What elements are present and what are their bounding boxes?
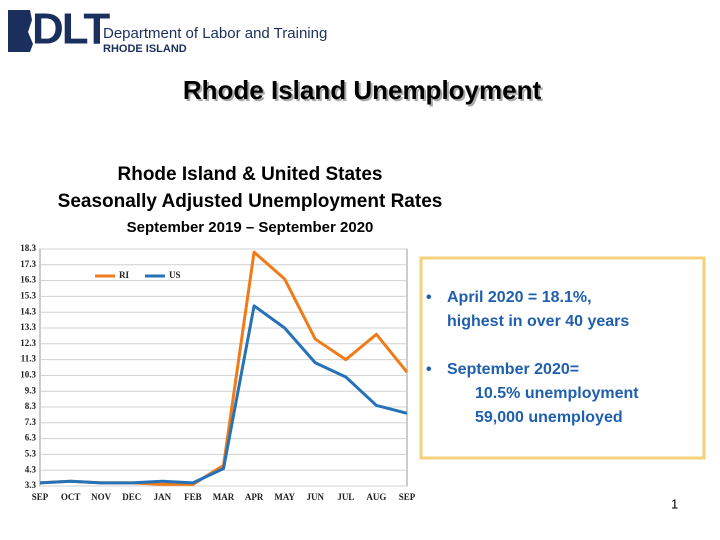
x-tick-label: MAR <box>213 492 235 502</box>
logo-state-shape <box>8 10 33 52</box>
plot-area <box>39 248 408 487</box>
legend-label: RI <box>119 270 129 280</box>
y-tick-label: 17.3 <box>20 259 36 269</box>
x-tick-label: FEB <box>184 492 202 502</box>
y-tick-label: 13.3 <box>20 322 36 332</box>
x-tick-label: OCT <box>61 492 81 502</box>
title-shadow: Rhode Island Unemployment <box>185 77 544 107</box>
callout-text: April 2020 = 18.1%, <box>447 289 592 306</box>
state: RHODE ISLAND <box>103 43 187 55</box>
y-tick-label: 18.3 <box>20 243 36 253</box>
x-tick-label: APR <box>245 492 264 502</box>
y-tick-label: 11.3 <box>21 354 37 364</box>
x-tick-label: JAN <box>154 492 172 502</box>
y-tick-label: 7.3 <box>25 417 37 427</box>
y-tick-label: 4.3 <box>25 464 37 474</box>
page-number: 1 <box>671 496 678 511</box>
y-tick-label: 8.3 <box>25 401 37 411</box>
bullet-dot: • <box>426 361 432 378</box>
x-tick-label: JUN <box>307 492 325 502</box>
y-tick-label: 16.3 <box>20 275 36 285</box>
y-tick-label: 9.3 <box>25 385 37 395</box>
x-tick-label: DEC <box>122 492 141 502</box>
bullet-dot: • <box>426 289 432 306</box>
x-tick-label: NOV <box>91 492 112 502</box>
department: Department of Labor and Training <box>103 25 327 42</box>
y-tick-label: 14.3 <box>20 306 36 316</box>
chart-title: Rhode Island & United States <box>118 164 383 185</box>
x-tick-label: MAY <box>274 492 295 502</box>
line-series <box>39 304 408 485</box>
chart-subtitle: September 2019 – September 2020 <box>127 219 374 236</box>
y-tick-label: 10.3 <box>20 369 36 379</box>
x-tick-label: AUG <box>366 492 386 502</box>
callout-text: highest in over 40 years <box>447 313 629 330</box>
chart-title: Seasonally Adjusted Unemployment Rates <box>58 191 443 212</box>
y-tick-label: 6.3 <box>25 433 37 443</box>
y-tick-label: 15.3 <box>20 290 36 300</box>
slide-title: Rhode Island Unemployment <box>183 75 542 105</box>
y-tick-label: 12.3 <box>20 338 36 348</box>
callout-text: 59,000 unemployed <box>475 409 623 426</box>
legend-label: US <box>169 270 181 280</box>
callout-box <box>419 256 706 460</box>
y-tick-label: 5.3 <box>25 448 37 458</box>
x-tick-label: JUL <box>337 492 354 502</box>
logo: DLT <box>32 5 110 54</box>
callout-text: 10.5% unemployment <box>475 385 639 402</box>
x-tick-label: SEP <box>399 492 416 502</box>
x-tick-label: SEP <box>32 492 49 502</box>
y-tick-label: 3.3 <box>25 480 37 490</box>
callout-text: September 2020= <box>447 361 579 378</box>
